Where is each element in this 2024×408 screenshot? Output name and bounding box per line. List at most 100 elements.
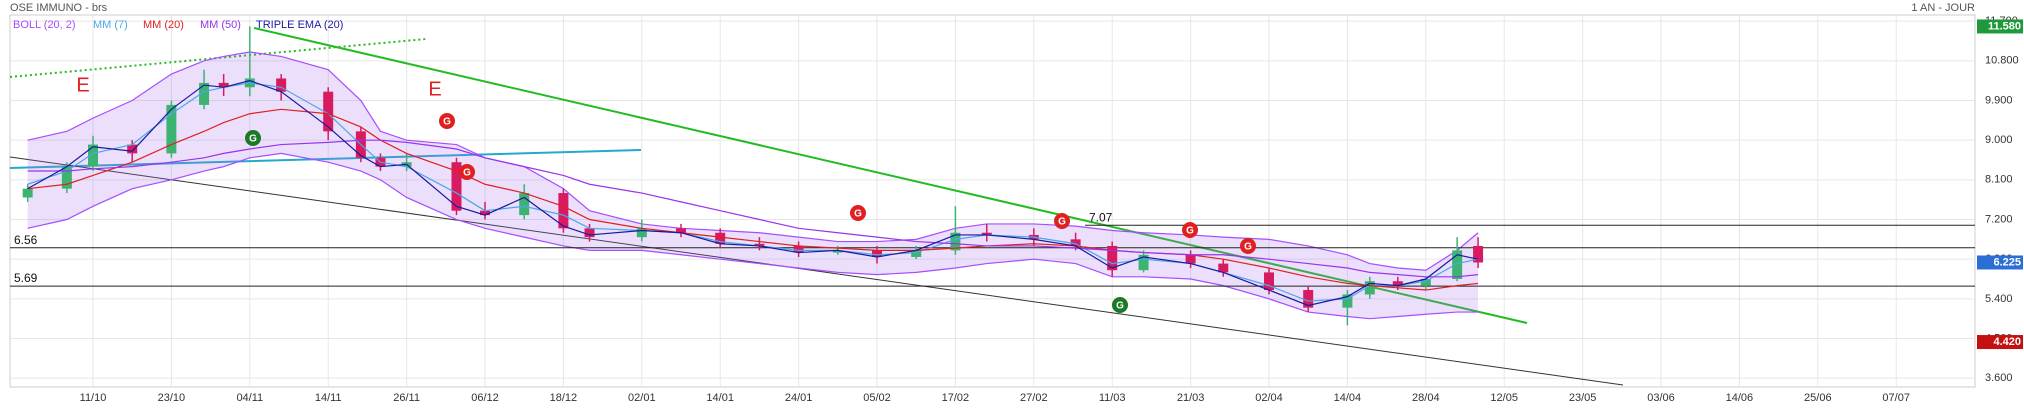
candle-body bbox=[1138, 254, 1149, 271]
bollinger-upper bbox=[27, 51, 1479, 271]
candle-body bbox=[1218, 263, 1229, 273]
y-tick-label: 10.800 bbox=[1985, 55, 2019, 67]
candle-body bbox=[981, 232, 992, 235]
candle-body bbox=[754, 243, 765, 246]
period-label: 1 AN - JOUR bbox=[1911, 2, 1975, 14]
signal-g: G bbox=[1116, 301, 1124, 312]
price-flag-label: 11.580 bbox=[1988, 20, 2021, 32]
price-flag bbox=[1977, 335, 2023, 350]
signal-marker bbox=[459, 164, 475, 180]
x-tick-label: 25/06 bbox=[1804, 392, 1832, 404]
x-tick-label: 26/11 bbox=[393, 392, 420, 404]
x-tick-label: 05/02 bbox=[863, 392, 891, 404]
candle-body bbox=[323, 91, 334, 132]
candle-body bbox=[793, 245, 804, 253]
trend-line bbox=[9, 156, 1624, 386]
candle-body bbox=[1420, 279, 1431, 286]
legend-entry: TRIPLE EMA (20) bbox=[256, 19, 343, 31]
x-tick-label: 14/01 bbox=[706, 392, 734, 404]
indicator-line bbox=[27, 108, 1479, 291]
plot-frame bbox=[9, 14, 1976, 388]
candle-body bbox=[558, 193, 569, 229]
trend-line bbox=[253, 27, 1528, 324]
indicator-line bbox=[27, 139, 1479, 278]
candle-body bbox=[950, 232, 961, 251]
signal-marker bbox=[245, 130, 261, 146]
signal-g: G bbox=[249, 134, 257, 145]
candle-body bbox=[1452, 250, 1463, 280]
candle-body bbox=[636, 228, 647, 238]
signal-e: E bbox=[76, 74, 89, 96]
x-tick-label: 11/03 bbox=[1099, 392, 1126, 404]
candle-body bbox=[832, 250, 843, 253]
y-tick-label: 9.000 bbox=[1985, 134, 2013, 146]
x-tick-label: 18/12 bbox=[550, 392, 578, 404]
legend-entry: MM (20) bbox=[143, 19, 184, 31]
x-tick-label: 14/11 bbox=[315, 392, 342, 404]
y-tick-label: 9.900 bbox=[1985, 94, 2013, 106]
signal-g: G bbox=[854, 209, 862, 220]
x-tick-label: 11/10 bbox=[80, 392, 107, 404]
x-tick-label: 14/06 bbox=[1726, 392, 1754, 404]
x-tick-label: 21/03 bbox=[1177, 392, 1205, 404]
candle-body bbox=[127, 144, 138, 154]
price-flag bbox=[1977, 255, 2023, 270]
signal-marker bbox=[850, 205, 866, 221]
indicator-line bbox=[27, 80, 1479, 307]
candle-body bbox=[451, 162, 462, 211]
chart-title: OSE IMMUNO - brs bbox=[10, 2, 108, 14]
trend-line bbox=[9, 149, 642, 169]
price-flag-label: 6.225 bbox=[1993, 256, 2021, 268]
candle-body bbox=[1070, 239, 1081, 246]
x-tick-label: 12/05 bbox=[1490, 392, 1518, 404]
candle-body bbox=[218, 82, 229, 88]
candle-body bbox=[584, 228, 595, 238]
signal-g: G bbox=[1058, 217, 1066, 228]
signal-marker bbox=[439, 113, 455, 129]
level-label: 6.56 bbox=[14, 233, 38, 247]
signal-g: G bbox=[1244, 242, 1252, 253]
signal-marker bbox=[1182, 222, 1198, 238]
candle-body bbox=[166, 104, 177, 154]
x-tick-label: 06/12 bbox=[471, 392, 499, 404]
candle-body bbox=[1303, 290, 1314, 308]
y-tick-label: 5.400 bbox=[1985, 293, 2013, 305]
candle-body bbox=[199, 82, 210, 105]
x-tick-label: 24/01 bbox=[785, 392, 813, 404]
x-tick-label: 07/07 bbox=[1882, 392, 1910, 404]
price-flag bbox=[1977, 19, 2023, 34]
signal-e: E bbox=[428, 78, 441, 100]
bollinger-band bbox=[27, 52, 1479, 319]
candle-body bbox=[480, 210, 490, 216]
signal-g: G bbox=[1186, 226, 1194, 237]
x-tick-label: 02/01 bbox=[628, 392, 656, 404]
y-tick-label: 7.200 bbox=[1985, 213, 2013, 225]
indicator-line bbox=[27, 82, 1479, 302]
candle-body bbox=[1473, 245, 1484, 263]
x-tick-label: 23/10 bbox=[158, 392, 186, 404]
x-tick-label: 02/04 bbox=[1255, 392, 1283, 404]
signal-marker bbox=[1054, 213, 1070, 229]
x-tick-label: 27/02 bbox=[1020, 392, 1048, 404]
candle-body bbox=[715, 232, 726, 244]
signal-g: G bbox=[443, 117, 451, 128]
legend-entry: MM (7) bbox=[93, 19, 128, 31]
candle-body bbox=[61, 166, 72, 189]
x-tick-label: 17/02 bbox=[942, 392, 970, 404]
signal-marker bbox=[1240, 238, 1256, 254]
candle-body bbox=[676, 228, 686, 233]
candle-body bbox=[276, 78, 287, 92]
candle-body bbox=[519, 193, 530, 216]
y-tick-label: 8.100 bbox=[1985, 174, 2013, 186]
candle-body bbox=[1392, 281, 1403, 286]
legend-entry: BOLL (20, 2) bbox=[13, 19, 76, 31]
candle-body bbox=[1364, 281, 1375, 295]
bollinger-lower bbox=[27, 152, 1479, 320]
price-flag-label: 4.420 bbox=[1993, 336, 2021, 348]
candle-body bbox=[88, 144, 98, 167]
x-tick-label: 03/06 bbox=[1647, 392, 1675, 404]
candle-body bbox=[911, 250, 922, 257]
legend-entry: MM (50) bbox=[200, 19, 241, 31]
x-tick-label: 28/04 bbox=[1412, 392, 1440, 404]
